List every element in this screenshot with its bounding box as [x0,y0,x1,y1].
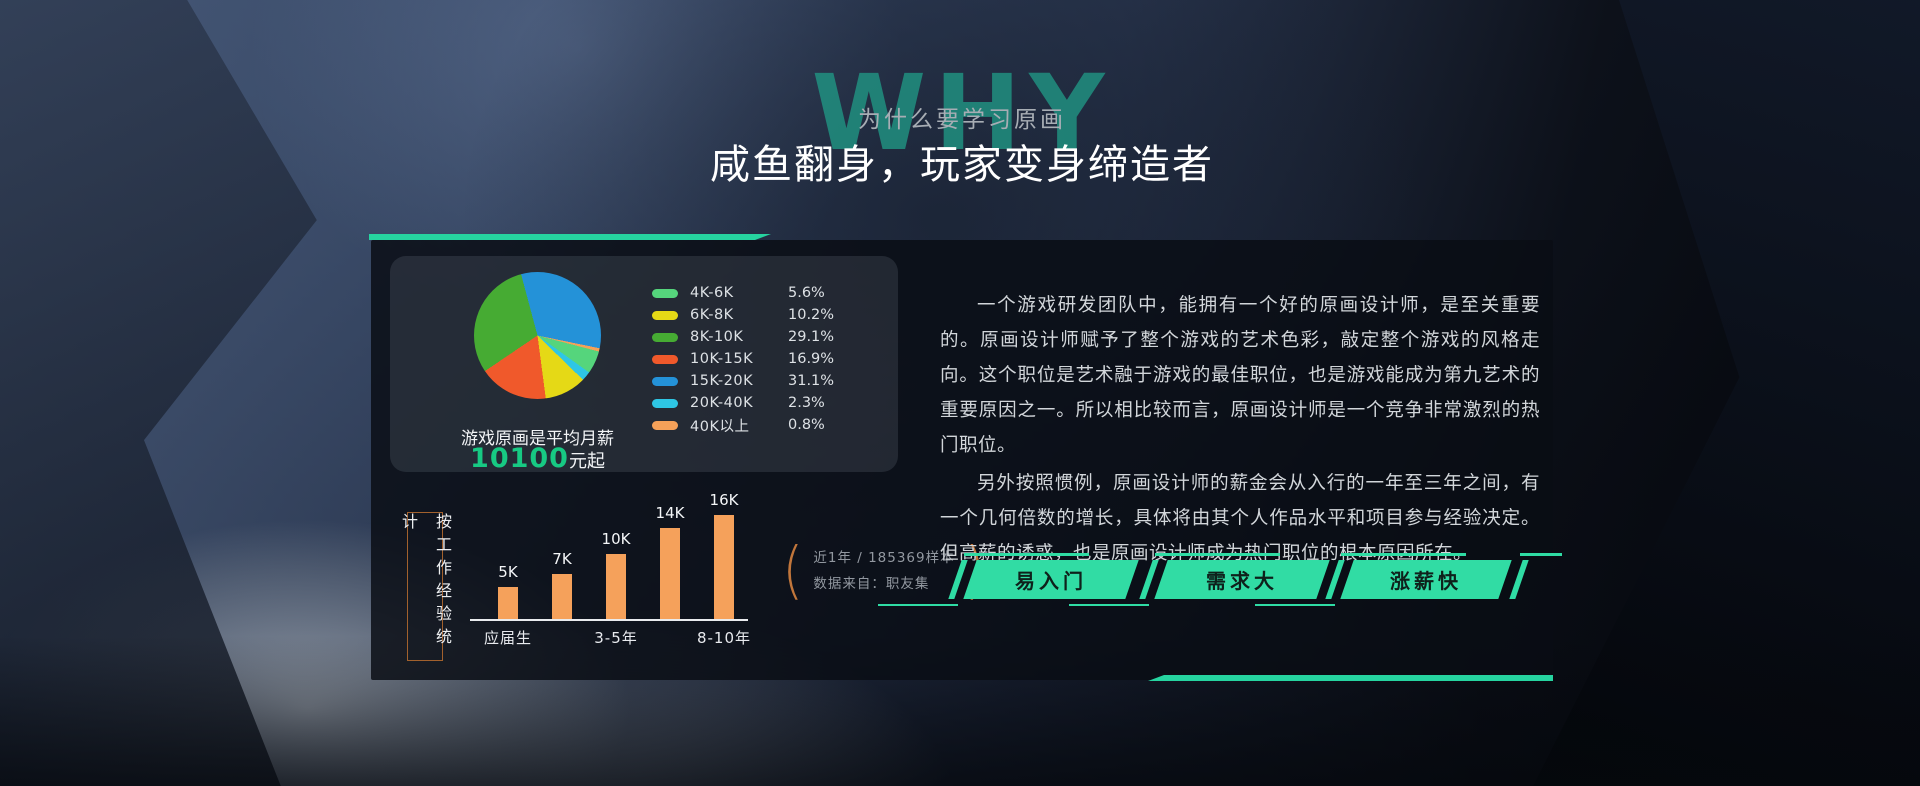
tag-top-accent-line [1155,553,1280,556]
bar [606,554,626,619]
tag-trailing-accent-line [1520,553,1562,556]
bar-value-label: 14K [655,504,685,522]
legend-percent: 0.8% [788,417,825,433]
legend-item: 8K-10K 29.1% [652,326,834,348]
legend-swatch [652,310,678,320]
legend-item: 4K-6K 5.6% [652,282,834,304]
salary-pie-card [390,256,898,472]
legend-swatch [652,332,678,342]
barchart-title: 按工作经验统计 [399,513,452,651]
source-note: 数据来自：职友集 [813,576,930,592]
bar-category-label: 3-5年 [594,629,638,647]
legend-swatch [652,398,678,408]
legend-item: 10K-15K 16.9% [652,348,834,370]
legend-label: 6K-8K [690,307,734,323]
legend-label: 8K-10K [690,329,744,345]
tag-button-easy-entry[interactable]: 易入门 [878,553,1139,606]
article-text: 一个游戏研发团队中，能拥有一个好的原画设计师，是至关重要的。原画设计师赋予了整个… [940,288,1540,574]
tag-button-fast-raise[interactable]: 涨薪快 [1255,553,1512,606]
bar-value-label: 16K [709,491,739,509]
bar-category-label: 8-10年 [696,629,752,647]
legend-percent: 2.3% [788,395,825,411]
watermark-text: WHY [811,52,1113,174]
tag-bottom-accent-line [1069,603,1149,606]
legend-percent: 10.2% [788,307,835,323]
legend-percent: 5.6% [788,285,825,301]
tag-label: 需求大 [1206,569,1278,593]
tag-label: 易入门 [1015,569,1087,593]
average-salary-value: 10100 [470,443,569,474]
bar-value-label: 10K [601,530,631,548]
salary-pie-chart [474,272,601,399]
article-paragraph-1: 一个游戏研发团队中，能拥有一个好的原画设计师，是至关重要的。原画设计师赋予了整个… [940,295,1540,456]
bar [660,528,680,619]
bar-value-label: 7K [552,549,572,568]
legend-label: 4K-6K [690,285,734,301]
legend-item: 20K-40K 2.3% [652,392,834,414]
legend-label: 15K-20K [690,373,754,389]
bar [552,573,572,619]
pie-caption: 游戏原画是平均月薪 [461,429,614,449]
legend-swatch [652,288,678,298]
bar-chart-categories: 应届生 3-5年 8-10年 [470,627,752,647]
accent-line-top [369,234,771,240]
section-subtitle: 为什么要学习原画 [858,107,1066,133]
tag-label: 涨薪快 [1390,569,1462,593]
left-parenthesis: ( [782,534,804,607]
legend-label: 20K-40K [690,395,754,411]
bar-value-label: 5K [498,562,518,581]
legend-label: 40K以上 [690,418,750,435]
tag-bottom-accent-line [878,603,958,606]
legend-percent: 29.1% [788,329,835,345]
note-lines: 近1年 / 185369样本 数据来自：职友集 [813,545,954,597]
barchart-side-label-box: 按工作经验统计 [399,512,452,661]
legend-item: 6K-8K 10.2% [652,304,834,326]
tag-top-accent-line [964,553,1089,556]
pie-legend: 4K-6K 5.6% 6K-8K 10.2% 8K-10K 29.1% 10K-15K 16.… [652,282,834,436]
bar [498,586,518,619]
accent-line-bottom [1148,675,1553,681]
legend-swatch [652,376,678,386]
legend-percent: 31.1% [788,373,835,389]
tag-top-accent-line [1341,553,1466,556]
sample-note: 近1年 / 185369样本 [813,550,955,566]
legend-label: 10K-15K [690,351,754,367]
experience-bar-chart: 5K 7K 10K 14K 16K [470,491,748,621]
legend-item: 40K以上 0.8% [652,414,834,436]
bar [714,515,734,619]
tag-button-high-demand[interactable]: 需求大 [1069,553,1330,606]
tag-bottom-accent-line [1255,603,1335,606]
average-salary-suffix: 元起 [568,451,605,472]
legend-swatch [652,420,678,430]
bar-category-label: 应届生 [483,629,533,647]
legend-item: 15K-20K 31.1% [652,370,834,392]
legend-percent: 16.9% [788,351,835,367]
pie-value-row: 10100元起 [420,443,655,474]
legend-swatch [652,354,678,364]
page-title: 咸鱼翻身，玩家变身缔造者 [710,142,1214,188]
